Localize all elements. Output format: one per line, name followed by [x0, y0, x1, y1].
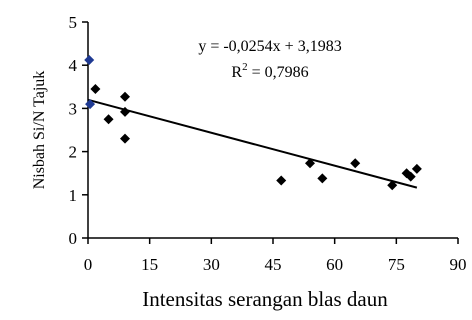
data-point: [411, 163, 422, 174]
data-point: [350, 158, 361, 169]
data-point: [103, 114, 114, 125]
x-axis-title: Intensitas serangan blas daun: [142, 287, 388, 311]
x-tick-label: 90: [450, 255, 467, 274]
data-point: [405, 171, 416, 182]
y-axis-title: Nisbah Si/N Tajuk: [31, 71, 48, 190]
data-point: [276, 175, 287, 186]
data-point: [85, 99, 96, 110]
x-tick-label: 60: [326, 255, 343, 274]
data-point: [120, 91, 130, 102]
trendline-r-squared: R2 = 0,7986: [231, 61, 308, 81]
y-tick-label: 0: [69, 229, 78, 248]
x-tick-label: 75: [388, 255, 405, 274]
y-tick-label: 5: [69, 13, 78, 32]
trendline-equation: y = -0,0254x + 3,1983: [198, 38, 341, 55]
y-tick-label: 3: [69, 99, 78, 118]
x-tick-label: 0: [84, 255, 93, 274]
data-point: [90, 83, 101, 94]
y-tick-label: 4: [69, 56, 78, 75]
data-point: [120, 106, 130, 117]
data-point: [305, 158, 315, 169]
x-tick-label: 30: [203, 255, 220, 274]
x-ticks: 0 15 30 45 60 75 90: [84, 238, 467, 274]
r2-superscript: 2: [242, 61, 248, 73]
data-point: [84, 55, 95, 66]
r2-prefix: R: [231, 64, 242, 81]
y-ticks: 0 1 2 3 4 5: [69, 13, 88, 248]
y-tick-label: 2: [69, 143, 78, 162]
x-tick-label: 15: [141, 255, 158, 274]
data-point: [317, 173, 328, 184]
trendline: [87, 98, 418, 189]
r2-value: = 0,7986: [248, 64, 309, 81]
x-tick-label: 45: [265, 255, 282, 274]
data-point: [120, 133, 130, 144]
data-points: [84, 55, 422, 191]
data-point: [387, 180, 398, 191]
y-tick-label: 1: [69, 186, 78, 205]
